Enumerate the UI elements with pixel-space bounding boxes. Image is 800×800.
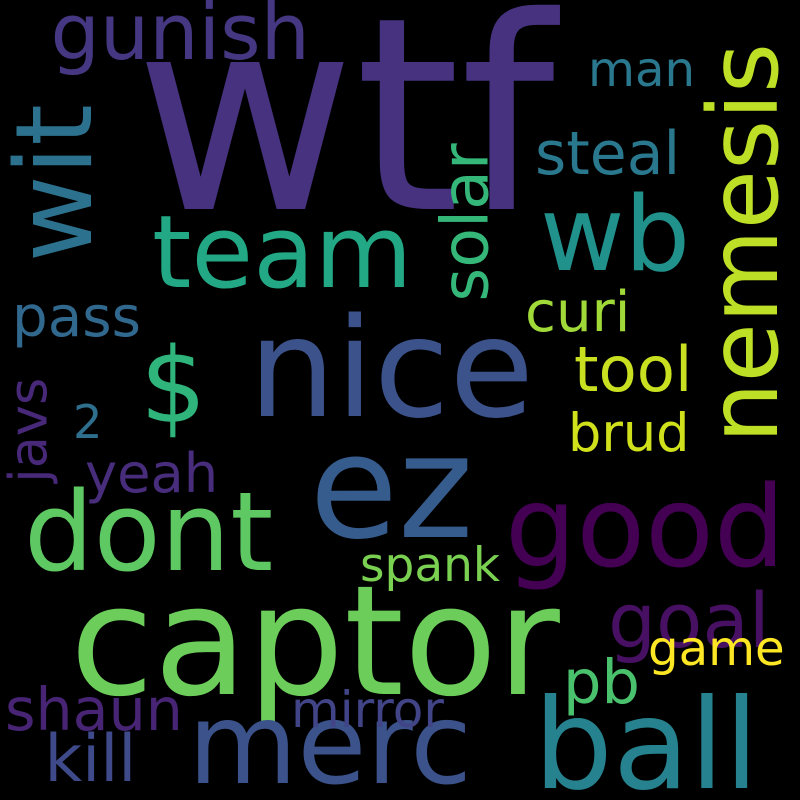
word-game: game [648, 621, 785, 677]
word-shaun: shaun [5, 675, 183, 744]
word-curi: curi [525, 279, 631, 345]
word-nice: nice [248, 289, 535, 449]
word-good: good [505, 461, 786, 593]
word-pass: pass [12, 284, 141, 350]
word-javs: javs [0, 377, 59, 483]
word-team: team [152, 193, 413, 311]
word-kill: kill [44, 721, 137, 797]
word-mirror: mirror [291, 681, 444, 739]
word-tool: tool [574, 332, 693, 406]
word-ez: ez [309, 403, 474, 571]
word-nemesis: nemesis [687, 42, 800, 443]
word-dollar: $ [140, 324, 207, 447]
word-steal: steal [535, 119, 681, 189]
word-captor: captor [70, 551, 560, 730]
word-2: 2 [73, 394, 103, 449]
word-yeah: yeah [85, 441, 219, 505]
word-spank: spank [360, 537, 501, 593]
word-merc: merc [188, 680, 472, 800]
word-goal: goal [608, 576, 770, 665]
word-wtf: wtf [135, 0, 555, 273]
word-wit: wit [0, 103, 117, 262]
word-gunish: gunish [50, 0, 310, 78]
word-ball: ball [533, 672, 759, 800]
word-brud: brud [568, 402, 690, 464]
word-dont: dont [24, 467, 274, 596]
word-pb: pb [563, 648, 640, 718]
word-solar: solar [428, 143, 504, 302]
word-man: man [588, 42, 696, 98]
word-wb: wb [540, 174, 691, 295]
